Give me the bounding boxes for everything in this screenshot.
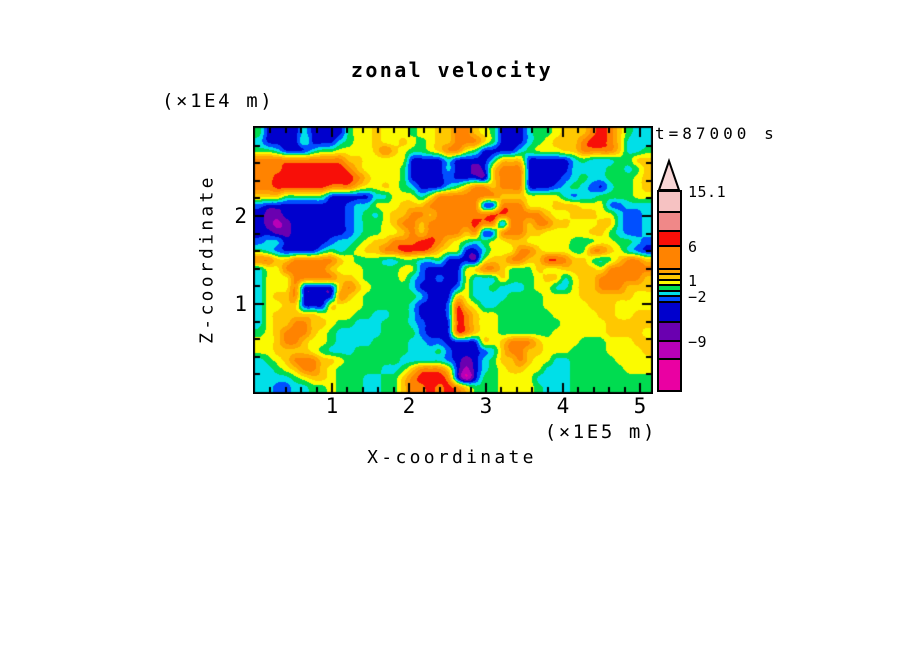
colorbar-segment — [659, 292, 680, 297]
x-tick-label: 1 — [325, 394, 339, 418]
x-tick-label: 3 — [479, 394, 493, 418]
x-tick-label: 4 — [556, 394, 570, 418]
colorbar-segment — [659, 232, 680, 247]
x-axis-title: X-coordinate — [367, 447, 537, 468]
colorbar-tick-label: −9 — [688, 333, 708, 351]
z-tick-label: 1 — [234, 292, 247, 316]
colorbar-segment — [659, 360, 680, 390]
colorbar-segment — [659, 297, 680, 303]
contour-plot-canvas — [253, 126, 653, 394]
x-tick-label: 5 — [633, 394, 647, 418]
colorbar — [657, 190, 682, 392]
colorbar-tick-label: −2 — [688, 288, 708, 306]
x-tick-label: 2 — [402, 394, 416, 418]
y-axis-unit-label: (×1E4 m) — [162, 90, 275, 112]
colorbar-tick-label: 6 — [688, 238, 698, 256]
colorbar-segment — [659, 247, 680, 270]
time-annotation: t=87000 s — [655, 124, 778, 143]
colorbar-segment — [659, 192, 680, 213]
y-axis-title: Z-coordinate — [196, 174, 218, 344]
colorbar-segment — [659, 213, 680, 232]
colorbar-segment — [659, 286, 680, 292]
colorbar-tick-label: 1 — [688, 272, 698, 290]
colorbar-arrow-icon — [657, 158, 681, 191]
colorbar-segment — [659, 323, 680, 342]
colorbar-segment — [659, 342, 680, 360]
colorbar-segment — [659, 281, 680, 286]
colorbar-tick-label: 15.1 — [688, 183, 727, 201]
colorbar-segment — [659, 303, 680, 323]
colorbar-segment — [659, 270, 680, 275]
plot-area — [253, 126, 653, 394]
colorbar-segment — [659, 275, 680, 281]
z-tick-label: 2 — [234, 204, 247, 228]
chart-title: zonal velocity — [350, 58, 554, 82]
x-axis-unit-label: (×1E5 m) — [544, 421, 657, 443]
